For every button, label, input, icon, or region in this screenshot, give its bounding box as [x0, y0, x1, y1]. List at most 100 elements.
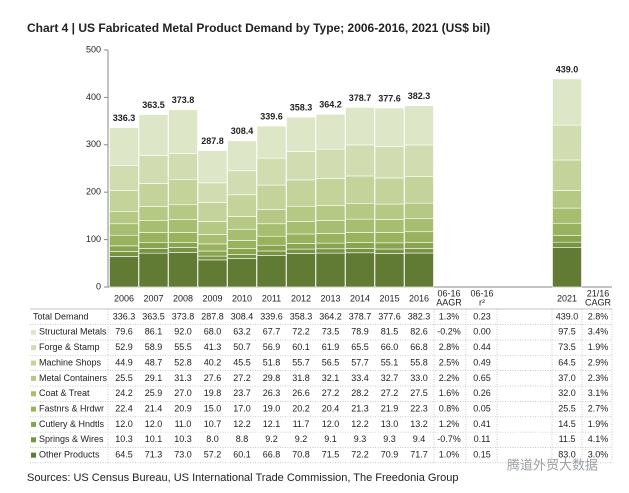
y-tick-label: 100	[86, 234, 101, 244]
bar-segment	[138, 248, 169, 254]
table-cell: 70.9	[381, 450, 399, 460]
table-cell: 364.2	[319, 311, 342, 321]
table-cell: 9.4	[413, 434, 426, 444]
table-cell: 71.3	[145, 450, 163, 460]
table-cell: 27.2	[381, 388, 399, 398]
stat-header: 21/16	[587, 288, 610, 298]
x-tick-label: 2016	[409, 293, 429, 303]
table-cell: 12.0	[115, 419, 133, 429]
bar-segment	[256, 223, 287, 237]
legend-swatch	[31, 360, 36, 366]
bar-segment	[109, 234, 139, 247]
bar-segment	[109, 223, 139, 236]
table-cell: 287.8	[201, 311, 224, 321]
table-cell: 64.5	[115, 450, 133, 460]
bar-segment	[138, 232, 169, 244]
bar-segment	[345, 175, 375, 204]
bar-segment	[552, 190, 582, 209]
table-cell: 9.2	[265, 434, 278, 444]
table-cell: 17.0	[233, 403, 251, 413]
table-cell: 1.9%	[588, 419, 609, 429]
table-cell: 60.1	[292, 342, 310, 352]
chart-title: Chart 4 | US Fabricated Metal Product De…	[27, 21, 490, 35]
table-cell: 92.0	[174, 327, 192, 337]
table-cell: 97.5	[558, 327, 576, 337]
legend-label: Other Products	[39, 450, 100, 460]
bar-segment	[286, 253, 316, 288]
table-cell: 378.7	[349, 311, 372, 321]
x-tick-label: 2007	[143, 293, 163, 303]
table-cell: 29.1	[145, 373, 163, 383]
bar-segment	[256, 157, 287, 186]
bar-segment	[286, 179, 316, 207]
bar-segment	[168, 153, 198, 181]
total-label: 378.7	[349, 93, 372, 103]
bar-segment	[168, 179, 198, 206]
table-cell: 339.6	[260, 311, 283, 321]
bar-segment	[168, 252, 198, 288]
table-cell: 373.8	[172, 311, 195, 321]
table-cell: 11.7	[293, 419, 310, 429]
table-cell: 0.65	[473, 373, 491, 383]
table-cell: 41.3	[204, 342, 222, 352]
table-cell: 27.5	[410, 388, 428, 398]
bar-segment	[227, 228, 257, 241]
source: Sources: US Census Bureau, US Internatio…	[27, 472, 458, 484]
table-cell: 55.5	[174, 342, 192, 352]
table-cell: 9.3	[354, 434, 367, 444]
table-cell: 19.8	[204, 388, 222, 398]
x-tick-label: 2009	[202, 293, 222, 303]
legend-swatch	[31, 391, 36, 397]
bar-segment	[138, 114, 169, 156]
table-cell: 3.0%	[588, 450, 609, 460]
table-cell: 9.2	[295, 434, 308, 444]
table-cell: 11.0	[175, 419, 192, 429]
table-cell: 40.2	[204, 357, 222, 367]
table-cell: 12.0	[145, 419, 163, 429]
legend-swatch	[31, 437, 36, 443]
bar-segment	[374, 177, 405, 205]
table-cell: -0.2%	[437, 327, 461, 337]
table-cell: 52.8	[174, 357, 192, 367]
bar-segment	[552, 247, 582, 288]
bar-segment	[286, 205, 316, 222]
table-cell: 71.7	[410, 450, 428, 460]
bar-segment	[374, 248, 405, 254]
bar-segment	[286, 248, 316, 254]
bar-segment	[138, 155, 169, 184]
table-cell: 63.2	[233, 327, 251, 337]
bar-segment	[168, 204, 198, 220]
table-cell: 44.9	[115, 357, 133, 367]
bar-segment	[345, 144, 375, 177]
table-cell: 1.9%	[588, 342, 609, 352]
table-cell: 19.0	[263, 403, 281, 413]
bar-segment	[552, 241, 582, 248]
table-cell: 37.0	[558, 373, 576, 383]
table-cell: 31.3	[174, 373, 192, 383]
bar-segment	[197, 182, 228, 203]
x-tick-label: 2006	[114, 293, 134, 303]
table-cell: 58.9	[145, 342, 163, 352]
bar-segment	[197, 259, 228, 288]
bar-segment	[286, 221, 316, 235]
y-tick-label: 400	[86, 92, 101, 102]
table-cell: 64.5	[558, 357, 576, 367]
table-cell: 27.6	[204, 373, 222, 383]
x-tick-label: 2010	[232, 293, 252, 303]
table-cell: 20.9	[174, 403, 192, 413]
x-tick-label: 2012	[291, 293, 311, 303]
bar-segment	[374, 232, 405, 244]
table-cell: 377.6	[378, 311, 401, 321]
x-tick-label: 2013	[320, 293, 340, 303]
table-cell: 2.9%	[588, 357, 609, 367]
table-cell: 1.3%	[439, 311, 460, 321]
bar-segment	[404, 248, 434, 254]
bar-segment	[256, 184, 287, 210]
bar-segment	[227, 258, 257, 288]
table-cell: 8.8	[236, 434, 249, 444]
bar-segment	[256, 235, 287, 246]
bar-segment	[256, 209, 287, 225]
table-cell: 65.5	[351, 342, 369, 352]
bar-segment	[345, 248, 375, 254]
table-cell: 27.0	[174, 388, 192, 398]
